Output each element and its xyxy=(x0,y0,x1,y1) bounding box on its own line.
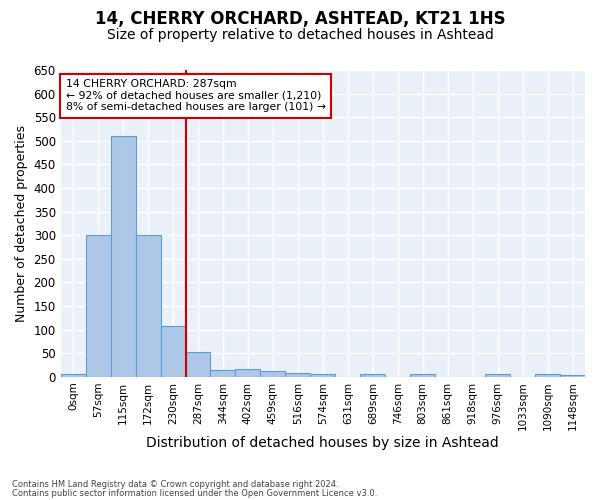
Bar xyxy=(235,370,260,377)
Bar xyxy=(110,136,136,377)
Text: 14, CHERRY ORCHARD, ASHTEAD, KT21 1HS: 14, CHERRY ORCHARD, ASHTEAD, KT21 1HS xyxy=(95,10,505,28)
Bar xyxy=(136,235,161,377)
Bar xyxy=(360,374,385,377)
Bar xyxy=(61,374,86,377)
Bar xyxy=(185,352,211,377)
Y-axis label: Number of detached properties: Number of detached properties xyxy=(15,125,28,322)
Bar xyxy=(535,374,560,377)
Bar xyxy=(211,370,235,377)
Bar xyxy=(260,371,286,377)
Text: Contains public sector information licensed under the Open Government Licence v3: Contains public sector information licen… xyxy=(12,490,377,498)
X-axis label: Distribution of detached houses by size in Ashtead: Distribution of detached houses by size … xyxy=(146,436,499,450)
Bar xyxy=(86,235,110,377)
Bar xyxy=(485,374,510,377)
Text: 14 CHERRY ORCHARD: 287sqm
← 92% of detached houses are smaller (1,210)
8% of sem: 14 CHERRY ORCHARD: 287sqm ← 92% of detac… xyxy=(66,79,326,112)
Bar xyxy=(560,376,585,377)
Bar xyxy=(410,374,435,377)
Text: Contains HM Land Registry data © Crown copyright and database right 2024.: Contains HM Land Registry data © Crown c… xyxy=(12,480,338,489)
Bar xyxy=(161,326,185,377)
Bar xyxy=(286,373,310,377)
Bar xyxy=(310,374,335,377)
Text: Size of property relative to detached houses in Ashtead: Size of property relative to detached ho… xyxy=(107,28,493,42)
